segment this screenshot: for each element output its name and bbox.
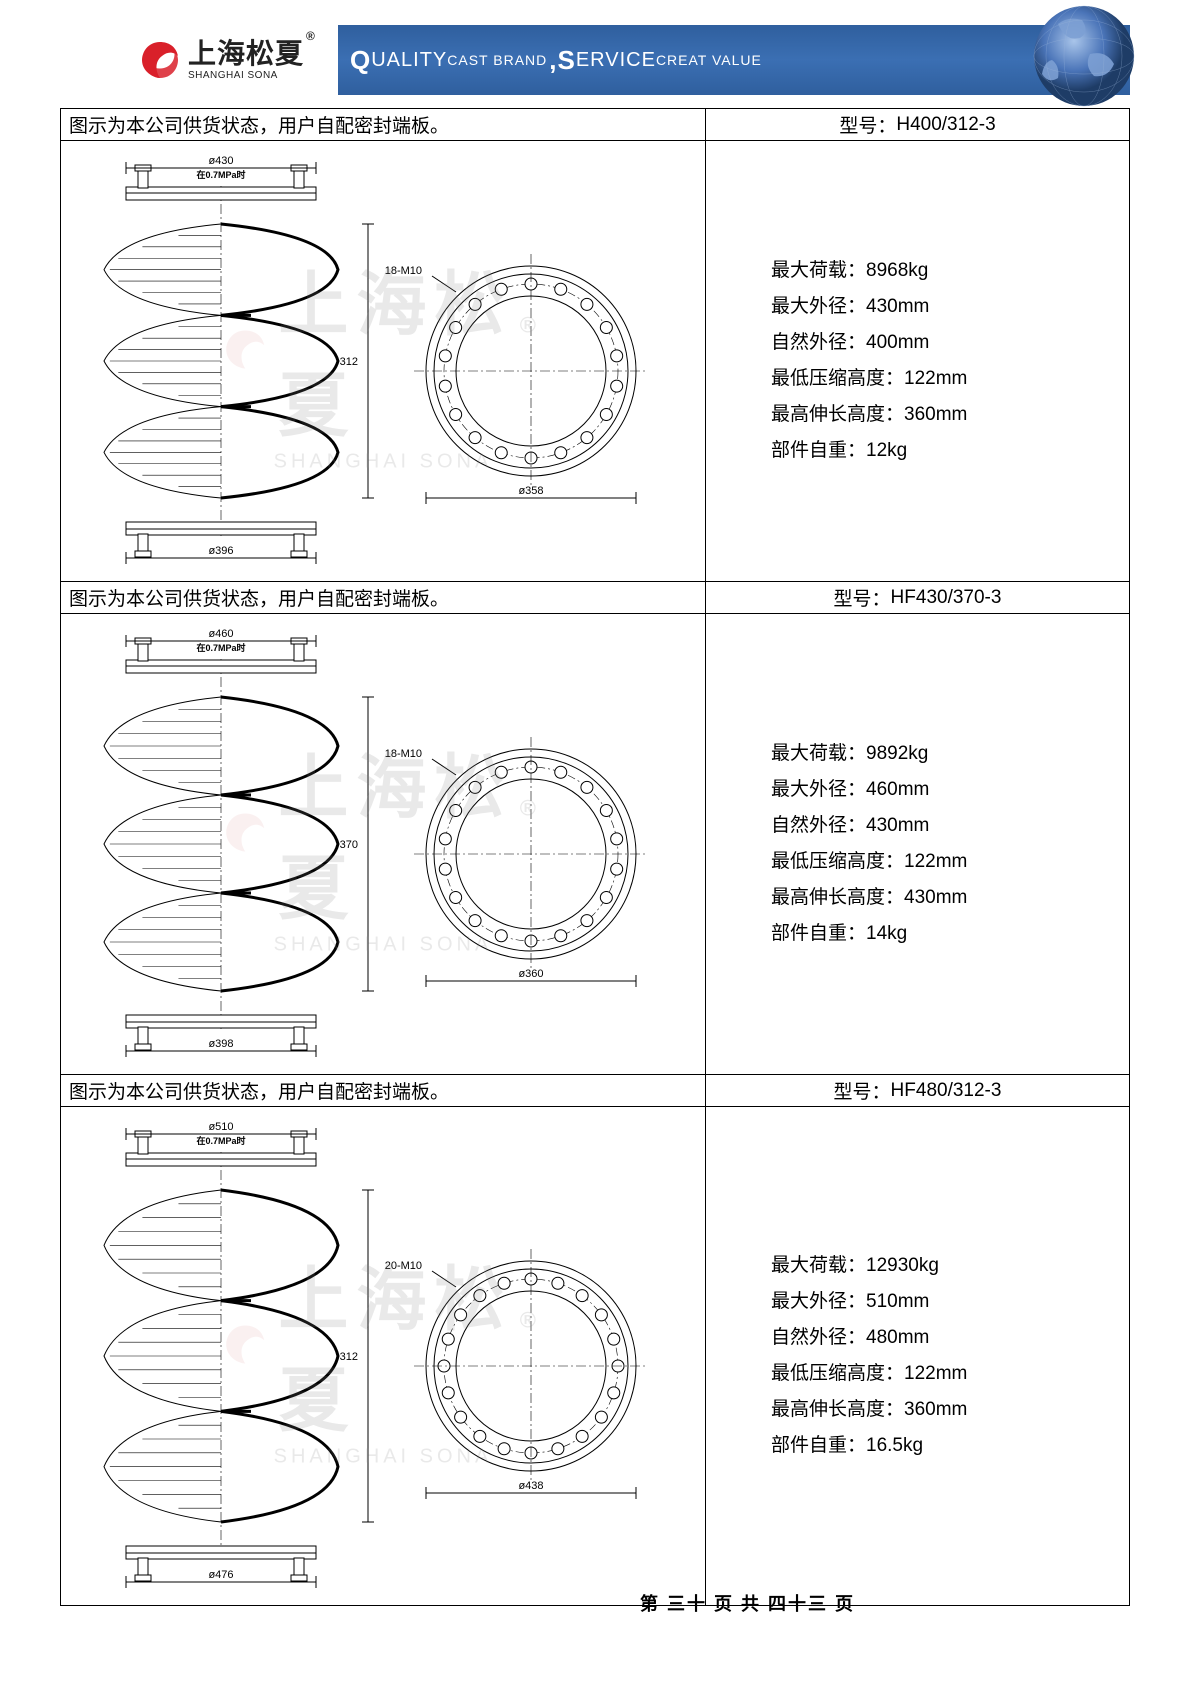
svg-text:18-M10: 18-M10: [385, 265, 422, 277]
model-number: 型号：HF480/312-3: [706, 1075, 1129, 1107]
svg-text:312: 312: [340, 356, 358, 368]
product-row: 图示为本公司供货状态，用户自配密封端板。: [61, 582, 1129, 1075]
page-footer: 第 三十 页 共 四十三 页: [640, 1590, 855, 1616]
product-row: 图示为本公司供货状态，用户自配密封端板。: [61, 1075, 1129, 1605]
technical-diagram: ø510 在0.7MPa时 ø476 312 20-M10 ø438: [61, 1107, 705, 1605]
svg-text:ø438: ø438: [518, 1480, 543, 1492]
brand-name-cn: 上海松夏: [188, 38, 304, 69]
spec-min-h: 最低压缩高度：122mm: [771, 361, 1129, 397]
spec-nat-od: 自然外径：430mm: [771, 808, 1129, 844]
spec-weight: 部件自重：16.5kg: [771, 1428, 1129, 1464]
spec-weight: 部件自重：14kg: [771, 916, 1129, 952]
banner-text-4: ERVICE: [576, 49, 656, 72]
diagram-cell: 图示为本公司供货状态，用户自配密封端板。: [61, 1075, 706, 1605]
product-catalog-table: 图示为本公司供货状态，用户自配密封端板。: [60, 108, 1130, 1606]
registered-mark: ®: [306, 29, 316, 43]
delivery-note: 图示为本公司供货状态，用户自配密封端板。: [61, 582, 705, 614]
spec-max-load: 最大荷载：12930kg: [771, 1248, 1129, 1284]
svg-text:ø460: ø460: [208, 628, 233, 640]
spec-cell: 型号：H400/312-3 最大荷载：8968kg 最大外径：430mm 自然外…: [706, 109, 1129, 581]
page-header: 上海松夏® SHANGHAI SONA QUALITY CAST BRAND ,…: [0, 0, 1190, 108]
spec-nat-od: 自然外径：400mm: [771, 325, 1129, 361]
spec-max-od: 最大外径：430mm: [771, 289, 1129, 325]
banner-text-q: Q: [350, 45, 371, 76]
svg-text:18-M10: 18-M10: [385, 748, 422, 760]
spec-max-h: 最高伸长高度：430mm: [771, 880, 1129, 916]
banner-text-5: CREAT VALUE: [656, 52, 762, 68]
spec-min-h: 最低压缩高度：122mm: [771, 1356, 1129, 1392]
svg-text:ø430: ø430: [208, 155, 233, 167]
spec-cell: 型号：HF480/312-3 最大荷载：12930kg 最大外径：510mm 自…: [706, 1075, 1129, 1605]
svg-text:20-M10: 20-M10: [385, 1260, 422, 1272]
svg-text:ø510: ø510: [208, 1121, 233, 1133]
svg-text:ø398: ø398: [208, 1038, 233, 1050]
svg-text:在0.7MPa时: 在0.7MPa时: [196, 169, 245, 180]
svg-text:在0.7MPa时: 在0.7MPa时: [196, 1135, 245, 1146]
spec-nat-od: 自然外径：480mm: [771, 1320, 1129, 1356]
svg-text:370: 370: [340, 839, 358, 851]
spec-list: 最大荷载：8968kg 最大外径：430mm 自然外径：400mm 最低压缩高度…: [706, 141, 1129, 581]
svg-text:ø358: ø358: [518, 485, 543, 497]
banner-text-2: CAST BRAND: [447, 52, 547, 68]
spec-max-load: 最大荷载：8968kg: [771, 253, 1129, 289]
spec-max-h: 最高伸长高度：360mm: [771, 1392, 1129, 1428]
svg-text:在0.7MPa时: 在0.7MPa时: [196, 642, 245, 653]
svg-text:312: 312: [340, 1351, 358, 1363]
delivery-note: 图示为本公司供货状态，用户自配密封端板。: [61, 1075, 705, 1107]
model-number: 型号：HF430/370-3: [706, 582, 1129, 614]
brand-swoosh-icon: [138, 38, 182, 82]
svg-text:ø476: ø476: [208, 1569, 233, 1581]
diagram-cell: 图示为本公司供货状态，用户自配密封端板。: [61, 109, 706, 581]
spec-max-h: 最高伸长高度：360mm: [771, 397, 1129, 433]
banner-text-3: ,S: [549, 45, 576, 76]
spec-cell: 型号：HF430/370-3 最大荷载：9892kg 最大外径：460mm 自然…: [706, 582, 1129, 1074]
spec-list: 最大荷载：9892kg 最大外径：460mm 自然外径：430mm 最低压缩高度…: [706, 614, 1129, 1074]
svg-text:ø396: ø396: [208, 545, 233, 557]
svg-text:ø360: ø360: [518, 968, 543, 980]
globe-icon: [1028, 4, 1140, 108]
brand-logo: 上海松夏® SHANGHAI SONA: [138, 20, 358, 100]
spec-min-h: 最低压缩高度：122mm: [771, 844, 1129, 880]
model-number: 型号：H400/312-3: [706, 109, 1129, 141]
spec-max-od: 最大外径：510mm: [771, 1284, 1129, 1320]
spec-max-od: 最大外径：460mm: [771, 772, 1129, 808]
delivery-note: 图示为本公司供货状态，用户自配密封端板。: [61, 109, 705, 141]
spec-max-load: 最大荷载：9892kg: [771, 736, 1129, 772]
diagram-cell: 图示为本公司供货状态，用户自配密封端板。: [61, 582, 706, 1074]
spec-weight: 部件自重：12kg: [771, 433, 1129, 469]
banner-text-1: UALITY: [371, 49, 447, 72]
technical-diagram: ø460 在0.7MPa时 ø398 370 18-M10 ø360: [61, 614, 705, 1074]
header-banner: QUALITY CAST BRAND ,SERVICE CREAT VALUE: [338, 25, 1130, 95]
brand-name-en: SHANGHAI SONA: [188, 70, 314, 81]
spec-list: 最大荷载：12930kg 最大外径：510mm 自然外径：480mm 最低压缩高…: [706, 1107, 1129, 1605]
technical-diagram: ø430 在0.7MPa时 ø396 312 18-M10 ø358: [61, 141, 705, 581]
product-row: 图示为本公司供货状态，用户自配密封端板。: [61, 109, 1129, 582]
